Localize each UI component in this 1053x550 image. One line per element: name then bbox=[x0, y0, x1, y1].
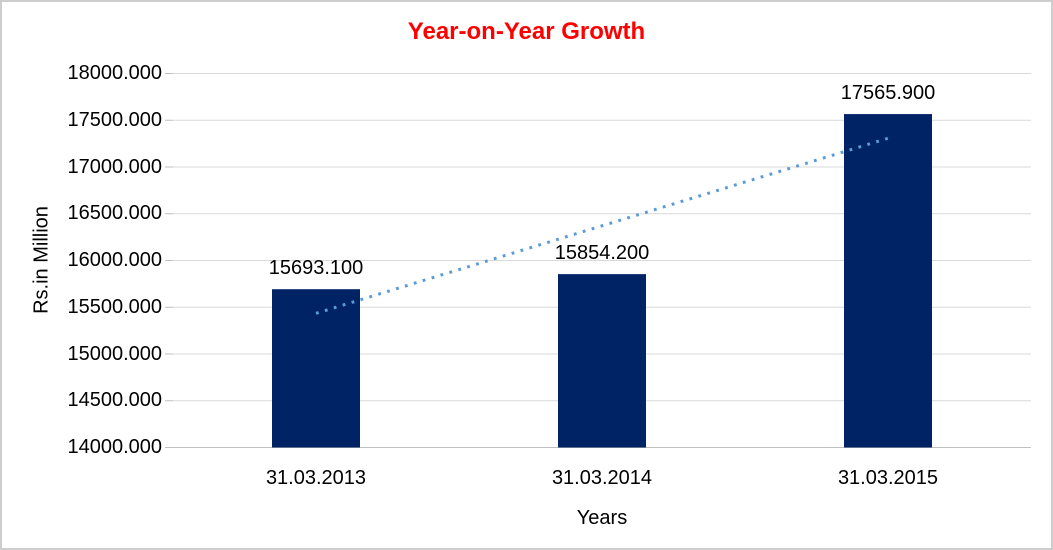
y-tick-label: 17500.000 bbox=[67, 108, 162, 131]
y-tick-label: 15500.000 bbox=[67, 295, 162, 318]
data-label: 15693.100 bbox=[268, 257, 364, 280]
y-tick-label: 16500.000 bbox=[67, 202, 162, 225]
trendline bbox=[315, 136, 889, 315]
y-tick-label: 15000.000 bbox=[67, 342, 162, 365]
bar-31.03.2013 bbox=[272, 289, 360, 448]
x-tick-label: 31.03.2014 bbox=[551, 467, 653, 489]
x-tick-label: 31.03.2015 bbox=[837, 467, 939, 489]
y-tick-label: 16000.000 bbox=[67, 249, 162, 271]
y-tick-label: 18000.000 bbox=[67, 62, 162, 84]
data-label: 15854.200 bbox=[554, 242, 650, 265]
y-tick-label: 14000.000 bbox=[67, 436, 162, 458]
bar-31.03.2014 bbox=[558, 274, 646, 448]
y-tick-label: 14500.000 bbox=[67, 389, 162, 412]
data-label: 17565.900 bbox=[840, 82, 936, 105]
x-tick-label: 31.03.2013 bbox=[265, 467, 367, 489]
x-axis-title: Years bbox=[576, 507, 628, 529]
bar-31.03.2015 bbox=[844, 114, 932, 448]
y-axis-title: Rs.in Million bbox=[30, 206, 53, 314]
y-tick-label: 17000.000 bbox=[67, 155, 162, 178]
chart-title: Year-on-Year Growth bbox=[407, 18, 646, 45]
